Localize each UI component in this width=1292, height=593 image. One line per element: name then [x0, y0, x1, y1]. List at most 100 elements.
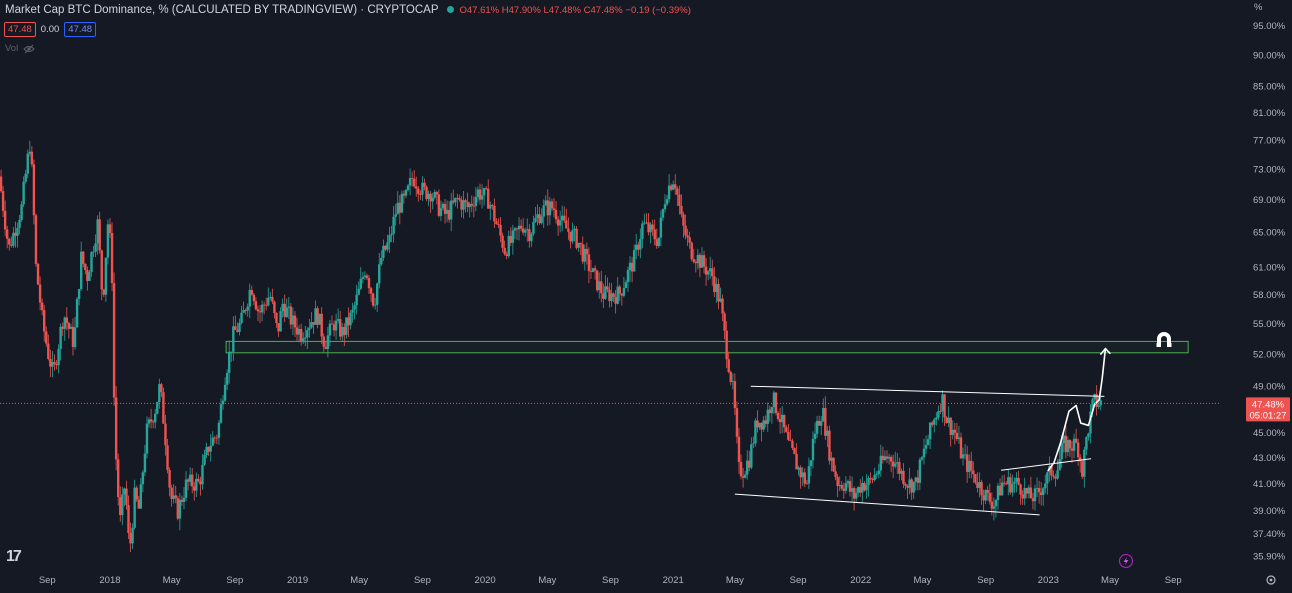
- candle-body: [158, 384, 161, 402]
- x-tick-label: May: [726, 575, 744, 586]
- candle-body: [225, 372, 229, 385]
- candle-body: [1068, 439, 1072, 449]
- x-tick-label: Sep: [39, 575, 56, 586]
- candle-body: [472, 205, 476, 207]
- candle-body: [1039, 492, 1043, 496]
- candle-body: [114, 397, 118, 460]
- x-tick-label: Sep: [977, 575, 994, 586]
- candle-body: [164, 423, 167, 446]
- candle-body: [982, 495, 985, 501]
- candle-body: [1027, 487, 1031, 494]
- candle-body: [1002, 482, 1006, 484]
- tradingview-logo-icon[interactable]: 17: [6, 548, 22, 565]
- candle-body: [129, 532, 132, 544]
- candle-body: [647, 222, 650, 233]
- x-tick-label: Sep: [602, 575, 619, 586]
- candle-body: [684, 225, 687, 236]
- candle-body: [1009, 477, 1012, 493]
- candle-body: [778, 419, 782, 423]
- x-tick-label: Sep: [1165, 575, 1182, 586]
- lightning-bolt: [1123, 557, 1129, 565]
- candle-body: [887, 456, 891, 459]
- candle-body: [104, 257, 108, 295]
- buy-price-box[interactable]: 47.48: [64, 22, 97, 37]
- candle-body: [844, 483, 848, 491]
- magnet-icon[interactable]: [1156, 332, 1172, 347]
- candle-body: [505, 253, 508, 257]
- candle-body: [160, 384, 163, 393]
- candle-body: [836, 477, 839, 487]
- candle-body: [162, 392, 165, 424]
- candle-body: [974, 474, 977, 483]
- candle-body: [178, 499, 182, 519]
- price-tag[interactable]: [1246, 397, 1290, 422]
- candle-body: [616, 286, 619, 304]
- symbol-title[interactable]: Market Cap BTC Dominance, % (CALCULATED …: [5, 4, 439, 16]
- candle-body: [785, 427, 788, 432]
- price-tag-value: 47.48%: [1252, 399, 1285, 410]
- candle-body: [1095, 394, 1098, 407]
- candle-body: [1099, 400, 1102, 406]
- candle-body: [256, 309, 260, 312]
- candle-body: [100, 250, 103, 290]
- candle-body: [182, 497, 186, 502]
- candle-body: [123, 488, 126, 495]
- candle-body: [565, 220, 568, 229]
- price-tag-countdown: 05:01:27: [1250, 410, 1287, 421]
- upper-trendline[interactable]: [750, 385, 1105, 397]
- lower-trendline[interactable]: [734, 493, 1040, 516]
- settings-gear-icon[interactable]: [1266, 575, 1276, 585]
- candle-body: [149, 419, 153, 422]
- candle-body: [702, 255, 706, 267]
- candle-body: [713, 276, 716, 293]
- candle-body: [73, 327, 77, 348]
- candle-body: [77, 289, 81, 299]
- bid-ask-row: 47.48 0.00 47.48: [4, 22, 97, 37]
- candle-body: [1, 191, 5, 211]
- candle-body: [1089, 411, 1092, 434]
- candle-body: [536, 214, 539, 219]
- candle-body: [468, 203, 471, 208]
- x-tick-label: Sep: [414, 575, 431, 586]
- candle-body: [382, 245, 385, 258]
- candle-body: [517, 225, 521, 230]
- y-tick-label: 41.00%: [1253, 479, 1286, 490]
- candle-body: [410, 178, 414, 179]
- eye-hidden-icon[interactable]: [23, 44, 35, 54]
- candle-body: [184, 479, 188, 498]
- sell-price-box[interactable]: 47.48: [4, 22, 36, 37]
- lightning-icon[interactable]: [1118, 553, 1134, 569]
- candle-body: [145, 423, 149, 454]
- candle-body: [1021, 494, 1024, 499]
- candle-body: [741, 476, 745, 478]
- candle-body: [1017, 477, 1020, 485]
- support-zone-rectangle[interactable]: [225, 340, 1189, 354]
- candle-body: [686, 235, 689, 238]
- candle-body: [417, 188, 420, 195]
- candle-body: [232, 326, 235, 352]
- candle-body: [1019, 484, 1022, 495]
- breakout-trendline[interactable]: [1001, 458, 1092, 471]
- candle-body: [199, 481, 202, 485]
- candle-body: [400, 193, 404, 213]
- candle-body: [743, 474, 747, 478]
- candle-body: [186, 479, 190, 482]
- candle-body: [651, 224, 654, 230]
- candle-body: [998, 485, 1002, 496]
- candle-body: [692, 259, 695, 262]
- candle-body: [791, 440, 794, 449]
- candle-body: [709, 268, 712, 272]
- candle-body: [408, 178, 412, 186]
- candle-body: [556, 219, 560, 226]
- candle-body: [242, 310, 245, 313]
- candle-body: [554, 209, 558, 220]
- candle-body: [460, 199, 463, 210]
- projection-path[interactable]: [1047, 347, 1107, 472]
- candle-body: [92, 251, 95, 253]
- candle-body: [889, 456, 893, 462]
- candle-body: [558, 220, 562, 226]
- candle-body: [5, 229, 9, 239]
- candle-body: [357, 288, 360, 295]
- candle-body: [920, 457, 924, 460]
